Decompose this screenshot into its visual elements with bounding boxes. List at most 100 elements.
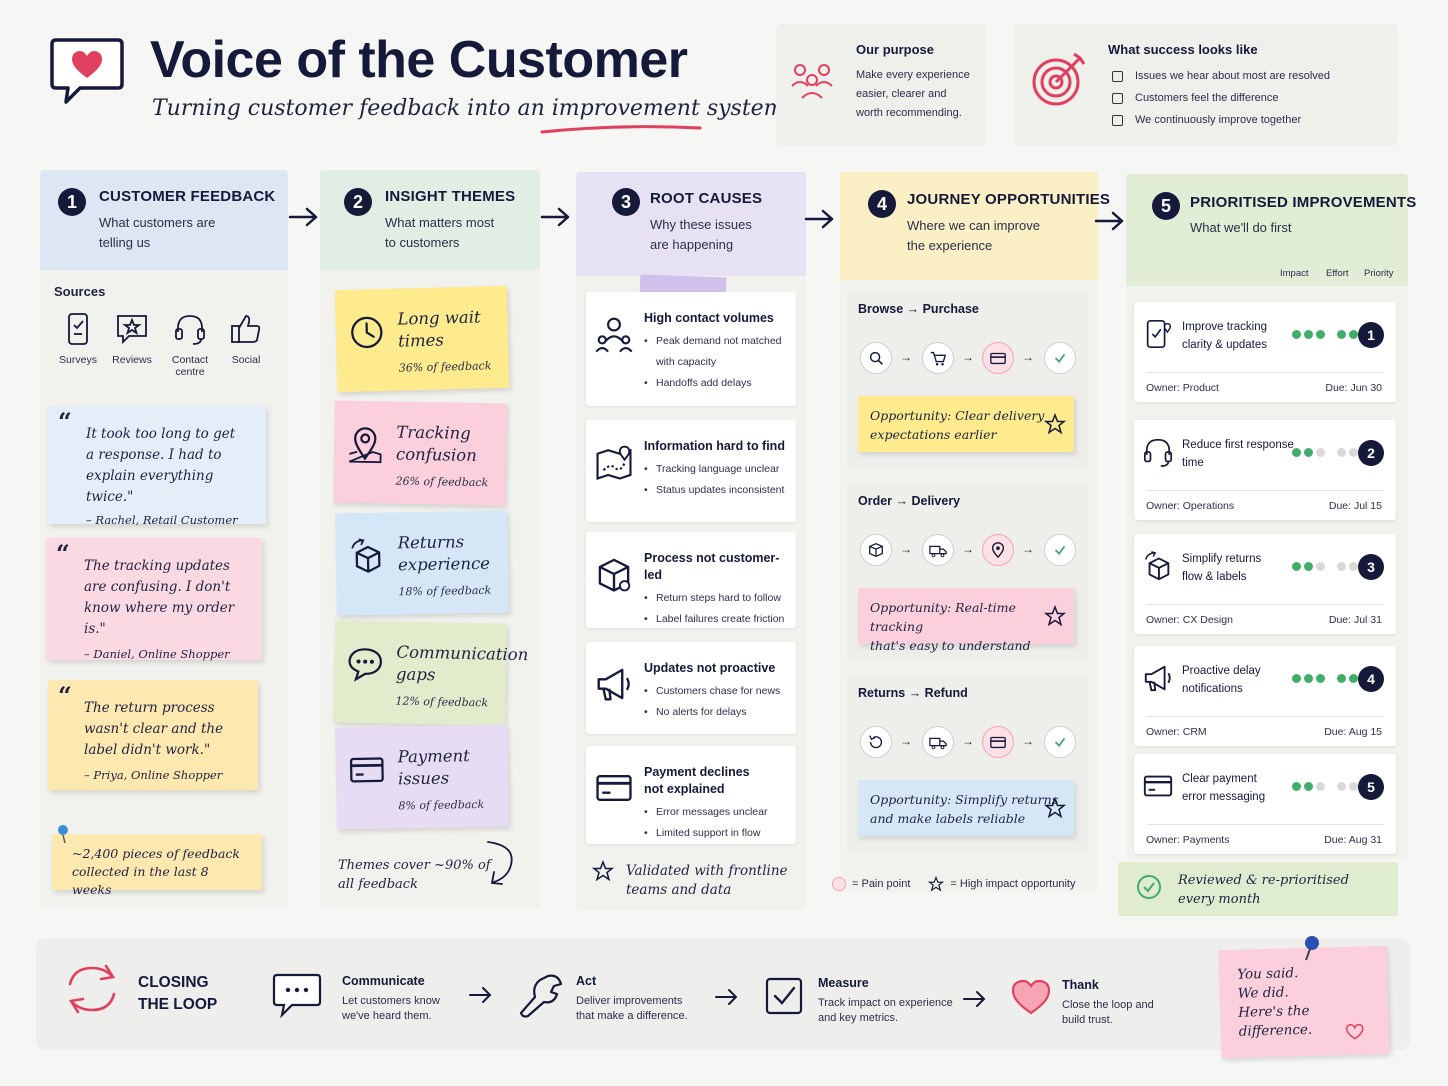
impact-dot [1304, 782, 1313, 791]
card-icon-step[interactable] [982, 342, 1014, 374]
improvement-card[interactable]: Clear payment error messaging 5 Owner: Paym… [1134, 754, 1396, 854]
map-pin-icon [991, 542, 1005, 559]
column-root-causes: 3 ROOT CAUSES Why these issues are happe… [576, 172, 806, 910]
improvement-card[interactable]: Reduce first response time 2 Owner: Operati… [1134, 420, 1396, 520]
success-item[interactable]: We continuously improve together [1112, 109, 1330, 131]
quote-note: “ The return process wasn't clear and th… [48, 680, 258, 790]
heart-chat-logo-icon [50, 38, 124, 104]
legend: = Pain point = High impact opportunity [832, 876, 1092, 892]
phone-tracking-icon [1146, 319, 1171, 349]
success-item-label: Customers feel the difference [1135, 92, 1279, 104]
success-card: What success looks like Issues we hear a… [1014, 24, 1398, 146]
pushpin-icon [58, 825, 68, 844]
column-header [320, 170, 540, 270]
root-cause-title: Updates not proactive [644, 661, 776, 675]
checkbox[interactable] [1112, 92, 1123, 104]
loop-step-text: Let customers know [342, 995, 440, 1007]
loop-step-title: Act [576, 974, 597, 988]
root-cause-bullet: Limited support in flow [644, 823, 790, 844]
improvement-title: Improve tracking [1182, 321, 1268, 333]
truck-icon-step[interactable] [922, 534, 954, 566]
column-subtitle: Where we can improve [907, 218, 1040, 233]
check-step[interactable] [1044, 534, 1076, 566]
opportunity-note: Opportunity: Real-time tracking that's ea… [858, 588, 1074, 653]
cart-icon-step[interactable] [922, 342, 954, 374]
refresh-icon-step[interactable] [860, 726, 892, 758]
refresh-icon [869, 735, 883, 749]
thumbs-up-icon [231, 315, 261, 343]
check-step[interactable] [1044, 726, 1076, 758]
people-icon [595, 317, 633, 353]
impact-dot [1292, 782, 1301, 791]
loop-step-title: Thank [1062, 978, 1099, 992]
legend-label: = High impact opportunity [950, 878, 1076, 890]
theme-title: experience [397, 553, 491, 575]
theme-percentage: 8% of feedback [398, 797, 485, 813]
source-contact-centre[interactable]: Contact centre [160, 312, 220, 378]
quote-line: The tracking updates [84, 558, 230, 574]
improvement-title: Simplify returns [1182, 553, 1262, 565]
review-note: Reviewed & re-prioritised every month [1118, 862, 1398, 916]
improvement-card[interactable]: Simplify returns flow & labels 3 Owner: CX … [1134, 534, 1396, 634]
effort-header: Effort [1326, 268, 1349, 279]
check-icon [1054, 545, 1066, 555]
loop-step-text: Close the loop and [1062, 999, 1154, 1011]
opportunity-text: Opportunity: Clear delivery [870, 408, 1045, 423]
source-surveys[interactable]: Surveys [48, 312, 108, 366]
root-cause-bullet: Error messages unclear [644, 802, 790, 823]
column-subtitle: What we'll do first [1190, 220, 1292, 235]
check-step[interactable] [1044, 342, 1076, 374]
quote-author: – Rachel, Retail Customer [86, 513, 238, 527]
subtitle-underline [540, 125, 702, 134]
impact-dot [1316, 674, 1325, 683]
box-icon [598, 558, 631, 592]
search-icon-step[interactable] [860, 342, 892, 374]
checkbox[interactable] [1112, 70, 1123, 82]
improvement-owner: Owner: Product [1146, 382, 1219, 394]
priority-rank-badge: 1 [1358, 322, 1384, 348]
effort-dot [1349, 782, 1358, 791]
divider [1146, 372, 1384, 373]
loop-step-title: Communicate [342, 974, 425, 988]
journey-stage: Browse → Purchase → → → Opportunity: Clear d… [846, 292, 1088, 468]
column-subtitle: What matters most [385, 215, 495, 230]
card-icon-step[interactable] [982, 726, 1014, 758]
step-number: 1 [58, 188, 86, 216]
root-cause-bullet: Peak demand not matched [644, 331, 790, 352]
improvement-owner: Owner: Operations [1146, 500, 1235, 512]
step-arrow-icon: → [900, 734, 912, 748]
quote-line: know where my order is." [84, 600, 235, 637]
improvement-card[interactable]: Proactive delay notifications 4 Owner: CRM D… [1134, 646, 1396, 746]
map-pin-icon-step[interactable] [982, 534, 1014, 566]
improvement-card[interactable]: Improve tracking clarity & updates 1 Owner:… [1134, 302, 1396, 402]
priority-rank-badge: 4 [1358, 666, 1384, 692]
target-icon [1032, 52, 1086, 106]
step-arrow-icon: → [1022, 350, 1034, 364]
success-item[interactable]: Issues we hear about most are resolved [1112, 65, 1330, 87]
column-subtitle: telling us [99, 235, 151, 250]
phone-survey-icon [68, 313, 88, 345]
root-cause-bullet: with capacity [656, 356, 717, 368]
root-cause-title: High contact volumes [644, 311, 774, 325]
checkbox[interactable] [1112, 114, 1123, 126]
purpose-line: easier, clearer and [856, 88, 947, 100]
priority-rank-badge: 2 [1358, 440, 1384, 466]
box-icon-step[interactable] [860, 534, 892, 566]
clock-icon [351, 316, 383, 349]
source-social[interactable]: Social [216, 312, 276, 366]
quote-line: The return process [84, 700, 215, 716]
opportunity-text: and make labels reliable [870, 811, 1026, 826]
root-cause-card: High contact volumes Peak demand not matc… [586, 292, 796, 406]
truck-icon-step[interactable] [922, 726, 954, 758]
search-icon [869, 351, 883, 365]
legend-label: = Pain point [852, 878, 911, 890]
note-line: collected in the last 8 weeks [72, 864, 209, 897]
priority-rank-badge: 5 [1358, 774, 1384, 800]
column-title: CUSTOMER FEEDBACK [99, 188, 276, 205]
map-pin-icon [348, 427, 382, 464]
wrench-icon [519, 974, 563, 1018]
root-cause-title: Process not customer-led [644, 551, 780, 582]
success-item[interactable]: Customers feel the difference [1112, 87, 1330, 109]
check-icon [1054, 353, 1066, 363]
source-reviews[interactable]: Reviews [102, 312, 162, 366]
